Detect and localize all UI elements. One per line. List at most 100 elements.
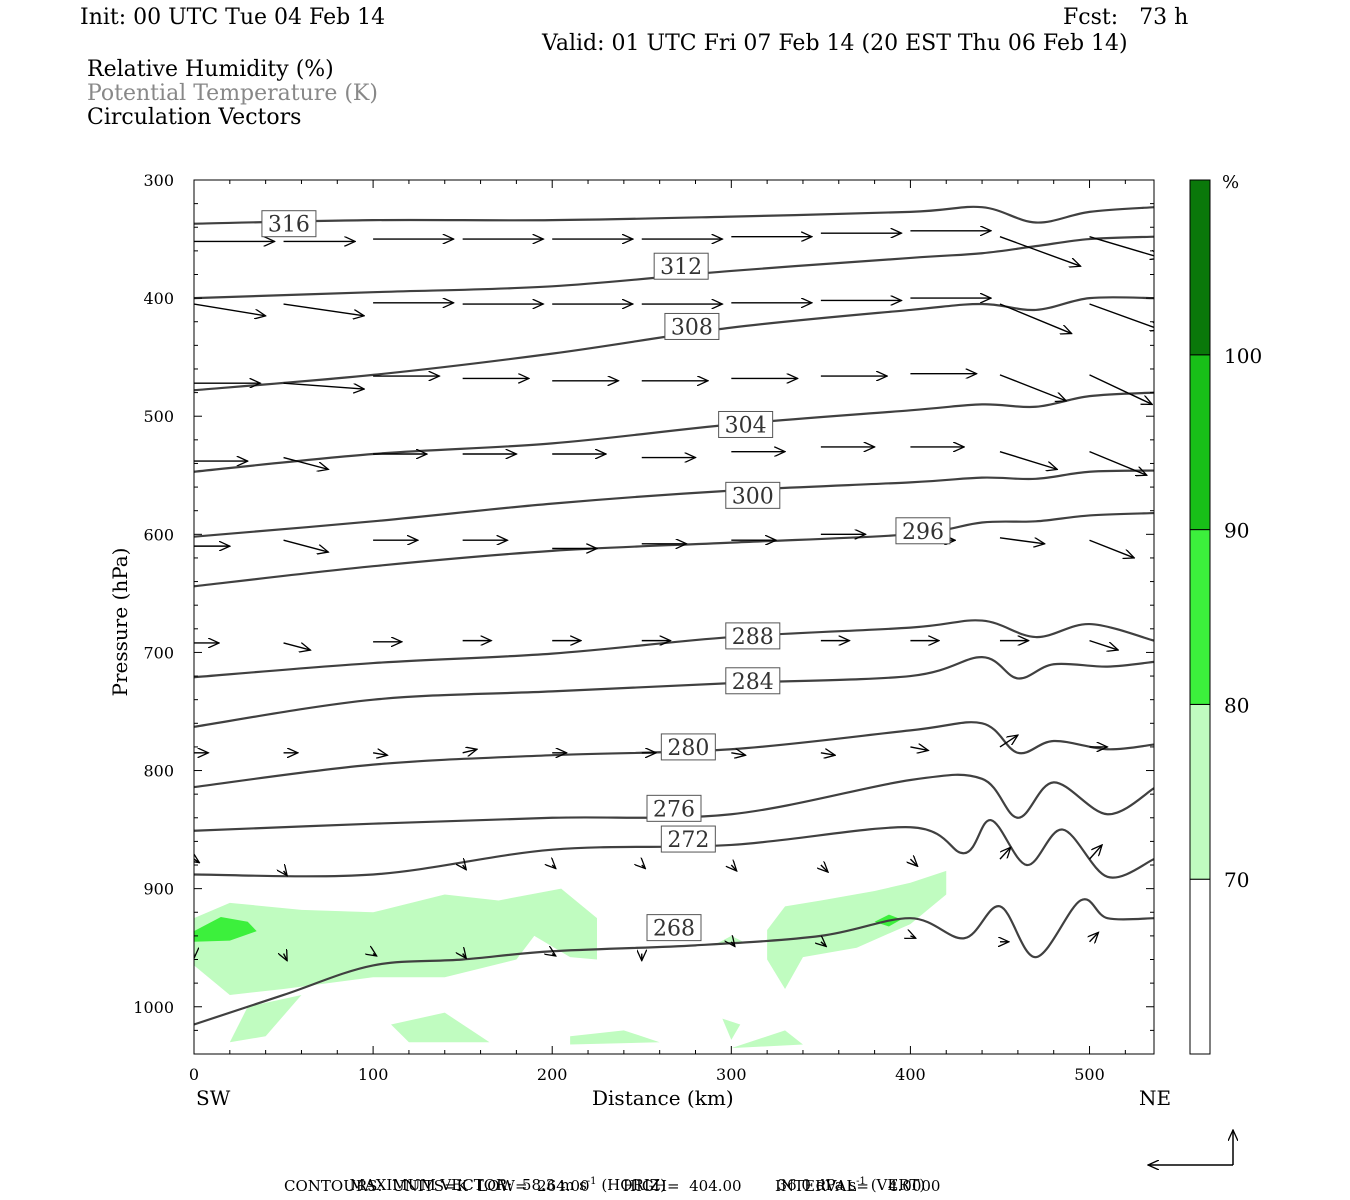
circulation-vector [999,450,1057,470]
theta-contour-288 [194,619,1154,679]
y-tick-label: 400 [143,289,174,308]
circulation-vector [910,859,917,866]
circulation-vector [283,539,329,552]
circulation-vector [462,749,477,753]
field-title-rh: Relative Humidity (%) [87,57,334,82]
theta-contour-296 [194,511,1154,588]
theta-label-box [660,825,716,853]
theta-label: 296 [902,520,944,545]
rh-70-80-area [767,870,947,990]
y-tick-label: 900 [143,880,174,899]
y-tick-label: 300 [143,171,174,190]
circulation-vector [820,753,835,755]
theta-contour-280 [194,721,1154,789]
colorbar-segment [1189,529,1211,705]
rh-70-80-area [570,1030,660,1045]
colorbar-label: 90 [1224,519,1249,543]
circulation-vector [821,942,826,947]
theta-label: 300 [732,484,774,509]
x-axis-label: Distance (km) [592,1086,734,1110]
circulation-vector [283,382,365,389]
theta-label-box [646,914,702,942]
theta-label: 268 [653,917,695,942]
theta-label-box [664,312,720,340]
theta-label-box [725,667,781,695]
circulation-vector [999,847,1011,860]
footer-contours: CONTOURS: UNITS=K LOW= 264.00 HIGH= 404.… [284,1177,941,1195]
circulation-vector [731,753,745,755]
circulation-vector [1089,539,1135,558]
theta-label-box [725,622,781,650]
init-time: Init: 00 UTC Tue 04 Feb 14 [80,5,386,30]
x-tick-label: 300 [716,1065,747,1084]
y-axis-label: Pressure (hPa) [108,547,132,697]
y-tick-label: 600 [143,525,174,544]
x-tick-label: 100 [358,1065,389,1084]
theta-label: 288 [732,625,774,650]
circulation-vector [999,374,1066,401]
theta-label-box [261,210,317,238]
circulation-vector [552,954,556,956]
circulation-vector [1089,303,1154,330]
circulation-vector [373,954,377,956]
y-tick-label: 500 [143,407,174,426]
circulation-vector [284,871,288,876]
rh-70-80-area [391,1012,490,1043]
y-tick-label: 800 [143,762,174,781]
field-title-theta: Potential Temperature (K) [87,81,378,106]
rh-70-80-area [229,994,302,1043]
x-right-label: NE [1139,1086,1172,1110]
forecast-hour: Fcst: 73 h [1063,5,1189,30]
theta-label-box [725,481,781,509]
circulation-vector [284,954,288,961]
theta-label: 308 [671,315,713,340]
circulation-vector [1088,845,1103,860]
x-left-label: SW [196,1086,231,1110]
circulation-vector [463,865,467,870]
footer-max-vector: MAXIMUM VECTOR: 58.3 m s-1 (HORIZ) [340,1158,667,1194]
colorbar-label: 70 [1224,868,1249,892]
circulation-vector [999,303,1072,334]
circulation-vector [1090,932,1099,941]
circulation-vector [552,865,556,869]
rh-80-90-area [194,916,257,942]
circulation-vector [283,303,365,316]
circulation-vector [1089,374,1153,405]
unit-exp-horiz: -1 [586,1176,597,1187]
colorbar-unit: % [1222,172,1239,193]
theta-contour-284 [194,656,1154,728]
theta-label-box [660,733,716,761]
colorbar-segment [1189,878,1211,1055]
circulation-vector [999,236,1081,267]
colorbar-label: 100 [1224,344,1262,368]
max-horiz-label: MAXIMUM VECTOR: 58.3 m s [349,1176,587,1194]
circulation-vector [1089,236,1154,258]
rh-70-80-area [722,1018,741,1040]
circulation-vector [731,942,735,947]
theta-label: 272 [667,828,709,853]
circulation-vector [821,865,828,872]
x-tick-label: 200 [537,1065,568,1084]
theta-label: 304 [725,413,767,438]
theta-label: 284 [732,670,774,695]
horiz-tag: (HORIZ) [601,1176,667,1194]
x-tick-label: 400 [895,1065,926,1084]
circulation-vector [642,865,646,869]
theta-contour-276 [194,773,1154,832]
colorbar-label: 80 [1224,693,1249,717]
circulation-vector [194,303,266,316]
unit-exp-vert: -1 [856,1176,866,1187]
theta-label: 316 [268,213,310,238]
circulation-vector [731,865,736,871]
max-vert-label: 36.0 dPa s [777,1176,857,1194]
theta-label-box [718,410,774,438]
x-tick-label: 500 [1074,1065,1105,1084]
circulation-vector [999,735,1018,748]
theta-contour-308 [194,296,1154,392]
theta-label: 280 [667,736,709,761]
plot-frame [193,179,1155,1055]
y-tick-label: 1000 [133,998,174,1017]
circulation-vector [999,537,1045,544]
theta-contour-312 [194,235,1154,300]
